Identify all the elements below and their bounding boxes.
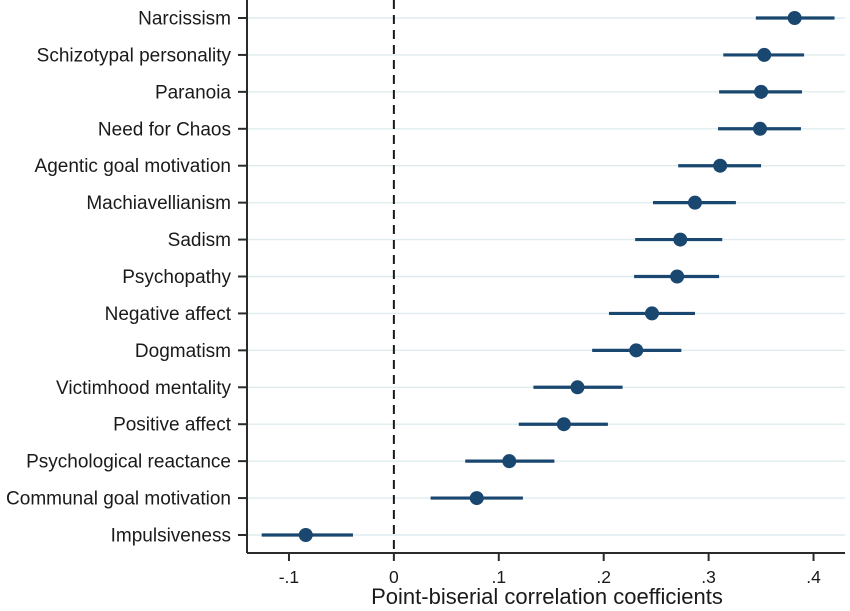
point-marker (502, 454, 517, 469)
y-axis-label: Narcissism (138, 9, 231, 30)
y-axis-label: Positive affect (113, 415, 232, 436)
point-marker (673, 232, 688, 247)
x-tick-label: .2 (596, 567, 611, 587)
y-axis-label: Psychological reactance (26, 452, 231, 473)
point-marker (644, 306, 659, 321)
point-marker (757, 47, 772, 62)
point-marker (469, 491, 484, 506)
point-marker (753, 121, 768, 136)
point-marker (556, 417, 571, 432)
point-marker (298, 528, 313, 542)
point-marker (754, 84, 769, 99)
x-tick-label: 0 (389, 567, 399, 587)
x-axis-tick-labels: -.1 0 .1 .2 .3 .4 (279, 567, 821, 587)
y-axis-label: Psychopathy (122, 267, 231, 288)
y-axis-labels: Narcissism Schizotypal personality Paranoi… (6, 9, 232, 547)
y-axis-label: Need for Chaos (98, 119, 231, 140)
point-marker (687, 195, 702, 210)
y-axis-label: Victimhood mentality (56, 378, 231, 399)
x-tick-label: .3 (701, 567, 716, 587)
x-tick-label: -.1 (279, 567, 299, 587)
y-axis-label: Schizotypal personality (37, 45, 232, 66)
y-axis-label: Dogmatism (135, 341, 231, 362)
x-axis-title: Point-biserial correlation coefficients (371, 584, 723, 609)
y-axis-label: Agentic goal motivation (35, 156, 231, 177)
data-series (261, 11, 835, 542)
point-marker (787, 11, 802, 25)
y-axis-label: Paranoia (155, 82, 231, 103)
point-marker (570, 380, 585, 395)
point-marker (713, 158, 728, 173)
x-tick-label: .4 (806, 567, 821, 587)
x-tick-label: .1 (491, 567, 506, 587)
y-axis-label: Communal goal motivation (6, 489, 231, 510)
point-marker (670, 269, 685, 284)
axes (238, 0, 845, 561)
y-axis-label: Machiavellianism (86, 193, 231, 214)
point-marker (629, 343, 644, 358)
y-axis-label: Impulsiveness (111, 526, 231, 547)
y-axis-label: Sadism (168, 230, 231, 251)
y-axis-label: Negative affect (105, 304, 232, 325)
